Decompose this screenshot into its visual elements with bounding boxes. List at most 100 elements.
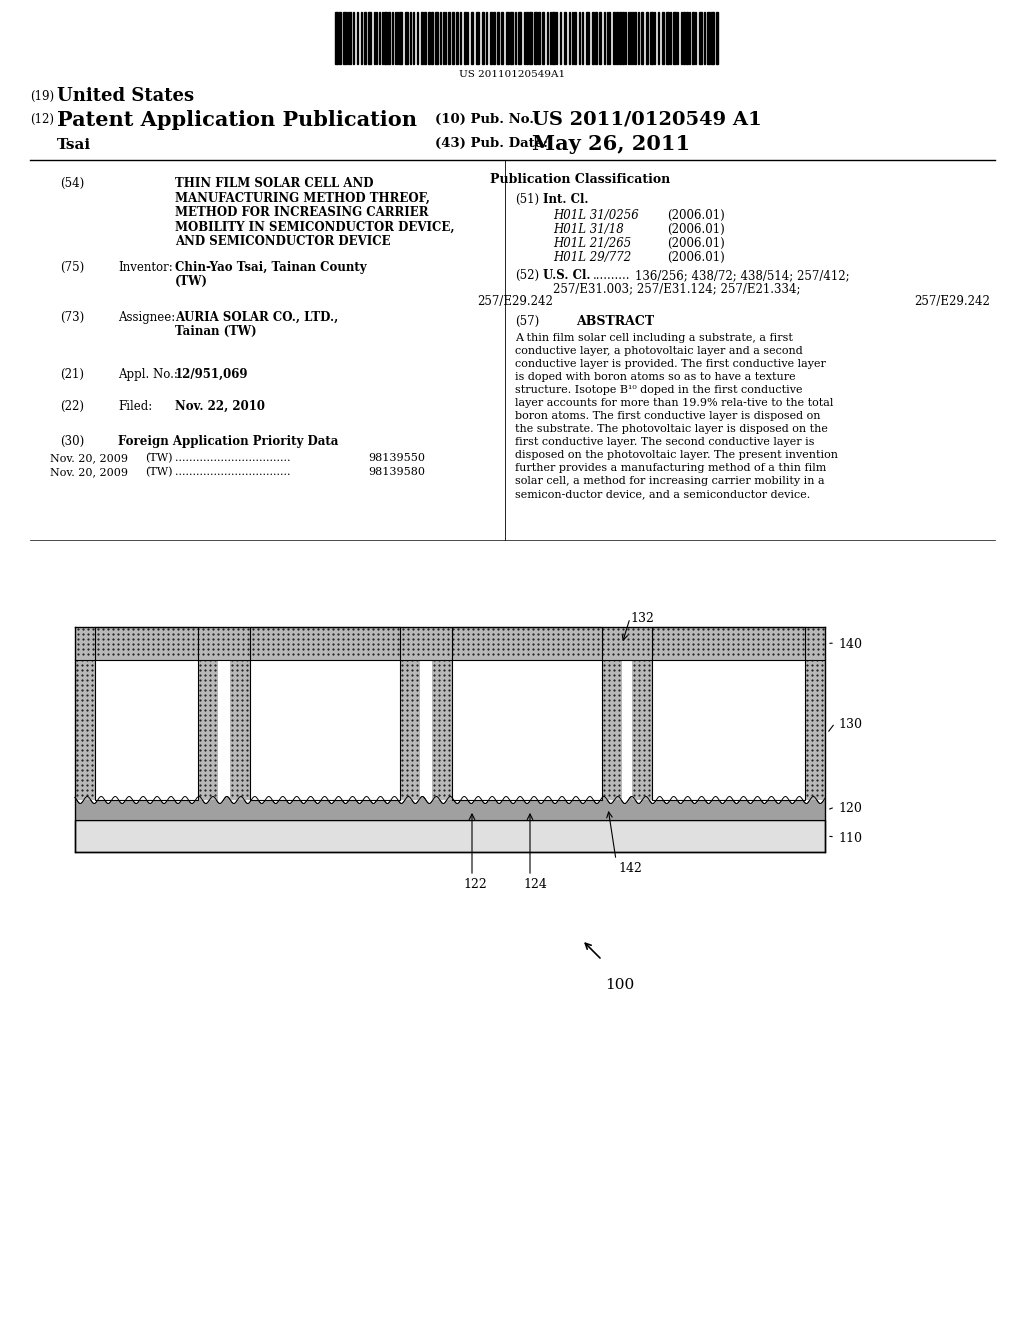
Bar — [335, 12, 338, 63]
Bar — [449, 12, 450, 63]
Text: (57): (57) — [515, 315, 540, 327]
Bar — [650, 12, 653, 63]
Bar — [542, 12, 544, 63]
Bar — [673, 12, 676, 63]
Text: (2006.01): (2006.01) — [667, 223, 725, 236]
Bar — [452, 12, 454, 63]
Text: disposed on the photovoltaic layer. The present invention: disposed on the photovoltaic layer. The … — [515, 450, 838, 459]
Bar — [564, 12, 566, 63]
Bar — [574, 12, 575, 63]
Text: AURIA SOLAR CO., LTD.,: AURIA SOLAR CO., LTD., — [175, 312, 338, 323]
Bar — [613, 12, 615, 63]
Text: (30): (30) — [60, 436, 84, 447]
Text: Nov. 20, 2009: Nov. 20, 2009 — [50, 453, 128, 463]
Text: US 2011/0120549 A1: US 2011/0120549 A1 — [532, 110, 762, 128]
Bar — [711, 12, 714, 63]
Text: (75): (75) — [60, 261, 84, 275]
Text: Nov. 20, 2009: Nov. 20, 2009 — [50, 467, 128, 477]
Bar — [595, 12, 597, 63]
Bar — [662, 12, 664, 63]
Bar — [349, 12, 351, 63]
Bar — [599, 12, 601, 63]
Text: 98139550: 98139550 — [368, 453, 425, 463]
Bar — [634, 12, 636, 63]
Text: (22): (22) — [60, 400, 84, 413]
Text: METHOD FOR INCREASING CARRIER: METHOD FOR INCREASING CARRIER — [175, 206, 428, 219]
Bar — [538, 12, 540, 63]
Text: conductive layer is provided. The first conductive layer: conductive layer is provided. The first … — [515, 359, 826, 370]
Text: 124: 124 — [523, 878, 547, 891]
Bar — [464, 12, 466, 63]
Bar — [476, 12, 479, 63]
Text: Assignee:: Assignee: — [118, 312, 175, 323]
Bar — [388, 12, 390, 63]
Bar — [618, 12, 621, 63]
Text: 142: 142 — [618, 862, 642, 875]
Bar — [250, 627, 400, 800]
Text: 257/E31.003; 257/E31.124; 257/E21.334;: 257/E31.003; 257/E31.124; 257/E21.334; — [553, 282, 801, 294]
Text: (52): (52) — [515, 269, 539, 282]
Text: (54): (54) — [60, 177, 84, 190]
Bar — [406, 12, 408, 63]
Bar — [518, 12, 521, 63]
Bar — [456, 12, 458, 63]
Bar — [506, 12, 509, 63]
Text: Appl. No.:: Appl. No.: — [118, 368, 178, 381]
Text: 122: 122 — [463, 878, 486, 891]
Bar — [343, 12, 346, 63]
Bar — [339, 12, 341, 63]
Text: conductive layer, a photovoltaic layer and a second: conductive layer, a photovoltaic layer a… — [515, 346, 803, 356]
Text: A thin film solar cell including a substrate, a first: A thin film solar cell including a subst… — [515, 333, 793, 343]
Bar — [452, 627, 602, 800]
Bar — [435, 12, 438, 63]
Bar — [471, 12, 473, 63]
Text: US 20110120549A1: US 20110120549A1 — [459, 70, 565, 79]
Bar — [399, 12, 402, 63]
Bar — [510, 12, 513, 63]
Bar — [526, 12, 528, 63]
Bar — [592, 12, 594, 63]
Text: United States: United States — [57, 87, 195, 106]
Text: (43) Pub. Date:: (43) Pub. Date: — [435, 137, 548, 150]
Bar — [384, 12, 387, 63]
Text: layer accounts for more than 19.9% rela-tive to the total: layer accounts for more than 19.9% rela-… — [515, 399, 834, 408]
Bar — [622, 12, 624, 63]
Text: Nov. 22, 2010: Nov. 22, 2010 — [175, 400, 265, 413]
Bar — [652, 627, 805, 800]
Bar — [428, 12, 430, 63]
Text: H01L 31/18: H01L 31/18 — [553, 223, 624, 236]
Text: (TW): (TW) — [145, 453, 172, 463]
Bar — [616, 12, 618, 63]
Text: 136/256; 438/72; 438/514; 257/412;: 136/256; 438/72; 438/514; 257/412; — [635, 269, 850, 282]
Text: (73): (73) — [60, 312, 84, 323]
Bar — [493, 12, 495, 63]
Text: Foreign Application Priority Data: Foreign Application Priority Data — [118, 436, 338, 447]
Text: Chin-Yao Tsai, Tainan County: Chin-Yao Tsai, Tainan County — [175, 261, 367, 275]
Bar — [95, 627, 198, 800]
Text: 98139580: 98139580 — [368, 467, 425, 477]
Text: the substrate. The photovoltaic layer is disposed on the: the substrate. The photovoltaic layer is… — [515, 424, 827, 434]
Text: H01L 21/265: H01L 21/265 — [553, 238, 631, 249]
Text: (2006.01): (2006.01) — [667, 209, 725, 222]
Text: ABSTRACT: ABSTRACT — [575, 315, 654, 327]
Bar — [707, 12, 710, 63]
Text: is doped with boron atoms so as to have a texture: is doped with boron atoms so as to have … — [515, 372, 796, 381]
Bar — [431, 12, 433, 63]
Text: May 26, 2011: May 26, 2011 — [532, 135, 690, 154]
Text: (2006.01): (2006.01) — [667, 251, 725, 264]
Text: first conductive layer. The second conductive layer is: first conductive layer. The second condu… — [515, 437, 814, 447]
Text: Inventor:: Inventor: — [118, 261, 173, 275]
Text: .................................: ................................. — [175, 453, 291, 463]
Text: 120: 120 — [838, 803, 862, 814]
Bar — [692, 12, 694, 63]
Text: H01L 31/0256: H01L 31/0256 — [553, 209, 639, 222]
Bar — [230, 627, 420, 800]
Bar — [666, 12, 669, 63]
Bar — [75, 820, 825, 851]
Text: MANUFACTURING METHOD THREOF,: MANUFACTURING METHOD THREOF, — [175, 191, 430, 205]
Text: Int. Cl.: Int. Cl. — [543, 193, 589, 206]
Text: 257/E29.242: 257/E29.242 — [914, 294, 990, 308]
Text: semicon-ductor device, and a semiconductor device.: semicon-ductor device, and a semiconduct… — [515, 488, 810, 499]
Bar — [529, 12, 532, 63]
Bar — [534, 12, 537, 63]
